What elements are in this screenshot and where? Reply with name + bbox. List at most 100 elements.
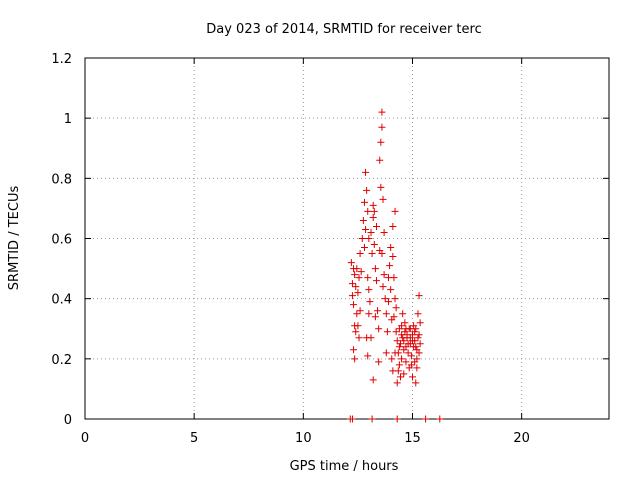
data-point	[368, 415, 376, 423]
data-point	[415, 331, 423, 339]
data-point	[411, 328, 419, 336]
data-point	[359, 216, 367, 224]
data-point	[369, 213, 377, 221]
data-point	[410, 322, 418, 330]
y-tick-label: 0.2	[51, 353, 72, 368]
data-point	[378, 108, 386, 116]
data-point	[348, 415, 356, 423]
grid-layer	[85, 58, 609, 419]
point-layer	[346, 108, 444, 423]
data-point	[382, 349, 390, 357]
data-point	[384, 298, 392, 306]
data-point	[376, 156, 384, 164]
plot-area-border	[84, 57, 610, 420]
data-point	[396, 373, 404, 381]
data-point	[412, 343, 420, 351]
data-point	[398, 331, 406, 339]
data-point	[390, 274, 398, 282]
data-point	[363, 186, 371, 194]
data-point	[364, 274, 372, 282]
data-point	[407, 361, 415, 369]
data-point	[371, 313, 379, 321]
data-point	[354, 289, 362, 297]
data-point	[395, 343, 403, 351]
data-point	[382, 310, 390, 318]
data-point	[367, 228, 375, 236]
data-point	[404, 349, 412, 357]
x-tick-label: 10	[295, 431, 312, 446]
data-point	[364, 352, 372, 360]
chart-title: Day 023 of 2014, SRMTID for receiver ter…	[206, 22, 481, 37]
data-point	[367, 334, 375, 342]
data-point	[409, 337, 416, 345]
data-point	[369, 376, 377, 384]
x-axis-label: GPS time / hours	[290, 459, 399, 474]
data-point	[365, 235, 373, 242]
data-point	[350, 301, 358, 309]
data-point	[362, 168, 370, 176]
data-point	[352, 283, 360, 291]
data-point	[391, 295, 399, 303]
data-point	[370, 207, 378, 215]
x-tick-label: 15	[404, 431, 421, 446]
y-tick-label: 1.2	[51, 52, 72, 67]
data-point	[379, 283, 387, 291]
data-point	[401, 319, 409, 327]
data-point	[387, 286, 395, 294]
data-point	[378, 123, 386, 131]
y-tick-label: 0.8	[51, 172, 72, 187]
data-point	[353, 265, 361, 273]
data-point	[366, 298, 374, 306]
y-tick-label: 1	[64, 112, 72, 127]
data-point	[389, 253, 397, 261]
data-point	[386, 262, 394, 270]
y-tick-label: 0.6	[51, 233, 72, 248]
data-point	[355, 334, 363, 342]
data-point	[414, 334, 422, 342]
data-point	[415, 349, 423, 357]
data-point	[364, 207, 372, 215]
x-tick-label: 0	[81, 431, 89, 446]
data-point	[362, 225, 370, 233]
data-point	[377, 138, 385, 146]
data-point	[352, 328, 360, 336]
data-point	[377, 183, 385, 191]
data-point	[398, 355, 406, 363]
data-point	[394, 349, 402, 357]
data-point	[415, 292, 423, 300]
data-point	[387, 244, 395, 252]
data-point	[354, 322, 362, 330]
data-point	[393, 415, 401, 423]
data-point	[369, 201, 377, 209]
data-point	[406, 325, 414, 333]
data-point	[357, 268, 365, 276]
data-point	[413, 355, 421, 363]
data-point	[390, 313, 398, 321]
y-tick-label: 0.4	[51, 293, 72, 308]
data-point	[400, 370, 408, 378]
data-point	[407, 352, 415, 360]
data-point	[396, 340, 404, 348]
data-point	[351, 271, 359, 279]
data-point	[422, 415, 430, 423]
data-point	[365, 310, 373, 318]
data-point	[404, 340, 412, 348]
data-point	[371, 265, 379, 273]
data-point	[372, 277, 380, 285]
data-point	[368, 250, 376, 258]
data-point	[383, 328, 391, 336]
data-point	[360, 198, 368, 206]
data-point	[393, 337, 401, 345]
data-point	[409, 373, 416, 381]
data-point	[400, 337, 408, 345]
data-point	[378, 250, 386, 258]
data-point	[374, 307, 382, 315]
data-point	[356, 250, 364, 258]
data-point	[398, 322, 406, 330]
data-point	[413, 364, 421, 372]
x-tick-label: 20	[513, 431, 530, 446]
data-point	[381, 295, 389, 303]
data-point	[399, 310, 407, 318]
data-point	[375, 358, 383, 366]
